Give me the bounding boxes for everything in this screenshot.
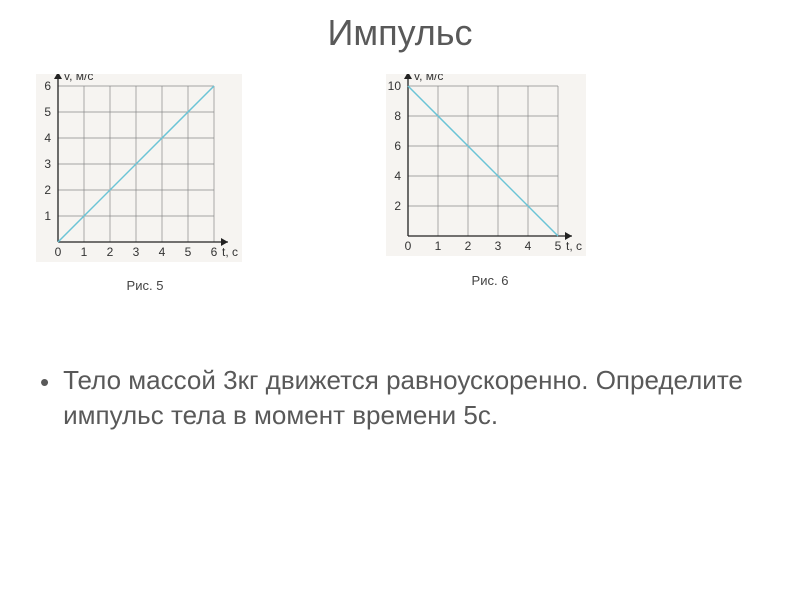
svg-text:2: 2	[44, 183, 51, 197]
svg-text:3: 3	[495, 239, 502, 253]
chart-1-caption: Рис. 5	[30, 278, 260, 293]
problem-text: • Тело массой 3кг движется равноускоренн…	[0, 293, 800, 433]
svg-text:1: 1	[435, 239, 442, 253]
svg-text:8: 8	[394, 109, 401, 123]
problem-body: Тело массой 3кг движется равноускоренно.…	[63, 363, 760, 433]
svg-text:5: 5	[44, 105, 51, 119]
svg-text:6: 6	[44, 79, 51, 93]
svg-text:t, с: t, с	[222, 245, 238, 259]
svg-text:5: 5	[185, 245, 192, 259]
page-title: Импульс	[0, 0, 800, 54]
svg-text:t, с: t, с	[566, 239, 582, 253]
chart-2-svg: 0 1 2 3 4 5 2 4 6 8 10 v, м/с t, с	[380, 74, 600, 264]
bullet-icon: •	[40, 365, 49, 400]
svg-text:0: 0	[55, 245, 62, 259]
svg-text:5: 5	[555, 239, 562, 253]
svg-text:1: 1	[44, 209, 51, 223]
svg-text:v, м/с: v, м/с	[414, 74, 443, 83]
svg-text:4: 4	[159, 245, 166, 259]
chart-2-caption: Рис. 6	[380, 273, 600, 288]
svg-text:3: 3	[133, 245, 140, 259]
svg-text:10: 10	[388, 79, 402, 93]
svg-text:4: 4	[44, 131, 51, 145]
svg-text:0: 0	[405, 239, 412, 253]
svg-text:2: 2	[465, 239, 472, 253]
svg-text:6: 6	[211, 245, 218, 259]
chart-2: 0 1 2 3 4 5 2 4 6 8 10 v, м/с t, с Рис. 6	[380, 74, 600, 293]
charts-row: 0 1 2 3 4 5 6 1 2 3 4 5 6 v, м/с t, с Рис. 5 0 1 2 3 4 5 2 4 6…	[0, 54, 800, 293]
svg-text:2: 2	[107, 245, 114, 259]
svg-text:3: 3	[44, 157, 51, 171]
svg-text:4: 4	[525, 239, 532, 253]
svg-text:v, м/с: v, м/с	[64, 74, 93, 83]
svg-text:4: 4	[394, 169, 401, 183]
svg-text:2: 2	[394, 199, 401, 213]
chart-1-svg: 0 1 2 3 4 5 6 1 2 3 4 5 6 v, м/с t, с	[30, 74, 260, 269]
svg-text:1: 1	[81, 245, 88, 259]
chart-1: 0 1 2 3 4 5 6 1 2 3 4 5 6 v, м/с t, с Рис. 5	[30, 74, 260, 293]
svg-text:6: 6	[394, 139, 401, 153]
